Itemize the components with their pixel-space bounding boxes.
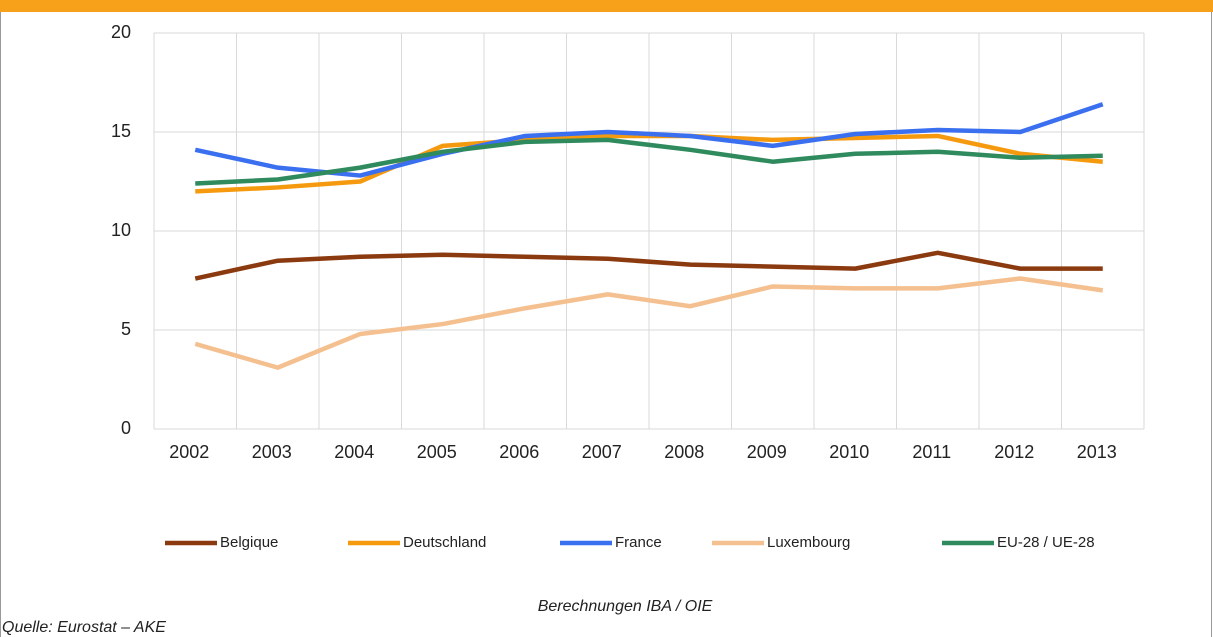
legend-label: EU-28 / UE-28 — [997, 534, 1095, 551]
y-tick-label: 5 — [121, 319, 131, 339]
x-tick-label: 2010 — [829, 442, 869, 462]
series-line — [195, 137, 1103, 186]
x-tick-label: 2009 — [747, 442, 787, 462]
x-tick-label: 2008 — [664, 442, 704, 462]
series-line — [194, 250, 1103, 281]
x-tick-label: 2006 — [499, 442, 539, 462]
x-tick-label: 2005 — [417, 442, 457, 462]
x-tick-label: 2012 — [994, 442, 1034, 462]
legend-label: France — [615, 534, 662, 551]
legend-label: Belgique — [220, 534, 278, 551]
legend: Belgique Deutschland France Luxembourg EU-28… — [165, 534, 1095, 551]
x-tick-label: 2004 — [334, 442, 374, 462]
x-tick-label: 2011 — [912, 442, 951, 462]
x-tick-label: 2007 — [582, 442, 622, 462]
legend-label: Deutschland — [403, 534, 486, 551]
y-tick-label: 15 — [111, 121, 131, 141]
x-tick-label: 2013 — [1077, 442, 1117, 462]
legend-label: Luxembourg — [767, 534, 850, 551]
y-tick-label: 0 — [121, 418, 131, 438]
x-tick-label: 2002 — [169, 442, 209, 462]
y-tick-label: 20 — [111, 22, 131, 42]
note: Berechnungen IBA / OIE — [538, 598, 713, 615]
source: Quelle: Eurostat – AKE — [2, 619, 166, 636]
x-tick-label: 2003 — [252, 442, 292, 462]
y-tick-label: 10 — [111, 220, 131, 240]
series-line — [194, 276, 1104, 370]
series-line — [194, 102, 1104, 178]
title-bar — [0, 0, 1213, 12]
